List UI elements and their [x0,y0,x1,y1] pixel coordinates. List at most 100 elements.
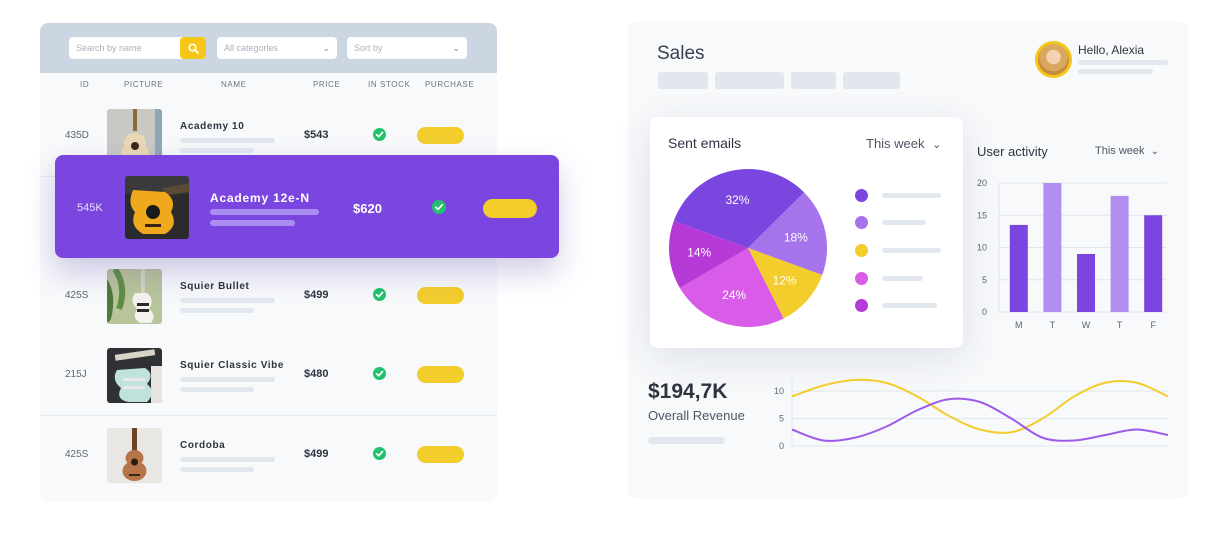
y-tick-label: 5 [779,414,784,424]
placeholder-line [210,209,319,215]
purchase-button[interactable] [417,287,464,304]
pie-slice-label: 12% [773,274,797,288]
table-row[interactable]: 215J Squier Classic Vibe $480 [40,336,497,416]
sent-emails-period-select[interactable]: This week ⌄ [866,136,941,151]
y-tick-label: 15 [977,210,987,220]
sort-select[interactable]: Sort by ⌄ [347,37,467,59]
product-picture [107,348,162,403]
legend-dot [855,272,868,285]
product-id: 215J [65,369,87,380]
y-tick-label: 20 [977,178,987,188]
placeholder-line [180,298,275,303]
purchase-button[interactable] [417,366,464,383]
product-name: Squier Bullet [180,281,250,292]
legend-line [882,248,941,253]
pie-slice [679,248,784,327]
product-price: $499 [304,448,329,460]
chevron-down-icon: ⌄ [1150,146,1159,157]
category-select[interactable]: All categories ⌄ [217,37,337,59]
product-name: Squier Classic Vibe [180,360,285,371]
product-price: $480 [304,368,329,380]
sort-select-value: Sort by [354,43,383,53]
pie-slice [673,169,805,248]
filter-chip[interactable] [791,72,836,89]
chevron-down-icon: ⌄ [322,43,330,53]
product-price: $499 [304,289,329,301]
x-tick-label: M [1015,320,1023,330]
product-picture [107,269,162,324]
avatar[interactable] [1035,41,1072,78]
page-title: Sales [657,43,705,64]
placeholder-line [180,467,254,472]
column-header-price: PRICE [313,80,341,89]
chevron-down-icon: ⌄ [452,43,460,53]
product-name: Academy 12e-N [210,191,310,205]
column-header-name: NAME [221,80,247,89]
x-tick-label: W [1082,320,1091,330]
purchase-button[interactable] [417,446,464,463]
column-header-purchase: PURCHASE [425,80,475,89]
product-id: 435D [65,130,89,141]
bar [1043,183,1062,312]
x-tick-label: T [1117,320,1123,330]
placeholder-line [648,437,725,444]
legend-dot [855,299,868,312]
bar [1077,253,1095,312]
purchase-button[interactable] [417,127,464,144]
sent-emails-title: Sent emails [668,135,742,151]
x-tick-label: F [1150,320,1156,330]
filter-chip[interactable] [843,72,900,89]
pie-slice [748,192,827,276]
category-select-value: All categories [224,43,279,53]
product-picture [125,176,189,239]
user-activity-title: User activity [977,144,1048,159]
filter-chip[interactable] [658,72,708,89]
y-tick-label: 10 [774,386,784,396]
user-greeting: Hello, Alexia [1078,43,1145,57]
pie-slice [748,248,823,319]
legend-line [882,220,926,225]
purchase-button[interactable] [483,199,537,218]
product-price: $620 [353,201,382,216]
product-picture [107,428,162,483]
placeholder-line [180,387,254,392]
search-button[interactable] [180,37,206,59]
product-table: Search by name All categories ⌄ Sort by … [40,23,497,502]
table-row-highlighted[interactable]: 545K Academy 12e-N $620 [55,155,559,258]
product-name: Academy 10 [180,121,245,132]
legend-line [882,276,923,281]
filter-bar: Search by name All categories ⌄ Sort by … [40,23,497,73]
pie-slice-label: 14% [687,245,711,259]
pie-slice-label: 24% [722,288,746,302]
product-price: $543 [304,129,329,141]
x-tick-label: T [1050,320,1056,330]
placeholder-line [210,220,295,226]
y-tick-label: 0 [779,441,784,451]
revenue-line-chart: 0 5 10 [774,378,1169,451]
chevron-down-icon: ⌄ [932,139,942,151]
user-activity-bar-chart: 0 5 10 15 20 M T W T F [977,178,1167,330]
legend-line [882,193,941,198]
placeholder-line [180,308,254,313]
search-input[interactable]: Search by name [69,37,206,59]
filter-chip[interactable] [715,72,784,89]
y-tick-label: 5 [982,275,987,285]
product-id: 545K [77,202,103,214]
bar [1110,195,1129,312]
pie-slice-label: 32% [725,193,749,207]
column-header-id: ID [80,80,90,89]
in-stock-check-icon [373,288,386,301]
pie-slice [669,220,748,288]
revenue-label: Overall Revenue [648,408,745,423]
legend-dot [855,189,868,202]
placeholder-line [1078,60,1168,65]
table-row[interactable]: 425S Squier Bullet $499 [40,257,497,337]
placeholder-line [180,138,275,143]
table-row[interactable]: 425S Cordoba $499 [40,416,497,496]
legend-dot [855,244,868,257]
in-stock-check-icon [373,128,386,141]
user-activity-period-select[interactable]: This week ⌄ [1095,145,1159,157]
series-line [791,397,1169,442]
in-stock-check-icon [373,367,386,380]
sent-emails-card: Sent emails This week ⌄ 32% 18% 12% 24% 14% [650,117,963,348]
